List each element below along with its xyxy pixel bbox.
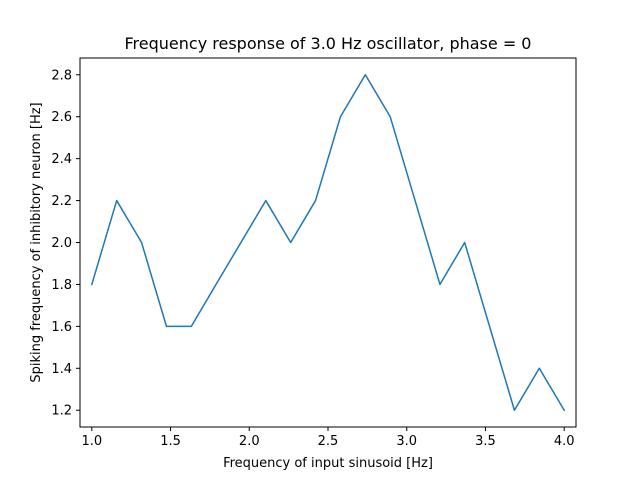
y-tick-label: 2.8: [51, 68, 72, 83]
y-tick-label: 2.6: [51, 110, 72, 125]
y-tick-label: 1.8: [51, 278, 72, 293]
y-tick-label: 1.4: [51, 362, 72, 377]
x-axis-label: Frequency of input sinusoid [Hz]: [223, 456, 433, 471]
y-tick-label: 1.6: [51, 320, 72, 335]
y-tick-label: 2.2: [51, 194, 72, 209]
chart-title: Frequency response of 3.0 Hz oscillator,…: [125, 34, 532, 53]
x-tick-label: 3.0: [396, 434, 417, 449]
x-tick-label: 1.5: [160, 434, 181, 449]
x-tick-label: 1.0: [81, 434, 102, 449]
series-layer: [90, 74, 566, 412]
plot-area-frame: [79, 57, 577, 428]
y-axis-label: Spiking frequency of inhibitory neuron […: [29, 102, 44, 382]
y-axis: 1.2 1.4 1.6 1.8 2.0 2.2 2.4 2.6 2.8: [51, 68, 80, 419]
x-tick-label: 4.0: [554, 434, 575, 449]
x-axis: 1.0 1.5 2.0 2.5 3.0 3.5 4.0: [81, 427, 575, 449]
y-tick-label: 2.4: [51, 152, 72, 167]
series-line: [90, 74, 566, 412]
y-tick-label: 2.0: [51, 236, 72, 251]
x-tick-label: 2.5: [318, 434, 339, 449]
x-tick-label: 2.0: [239, 434, 260, 449]
x-tick-label: 3.5: [475, 434, 496, 449]
y-tick-label: 1.2: [51, 404, 72, 419]
